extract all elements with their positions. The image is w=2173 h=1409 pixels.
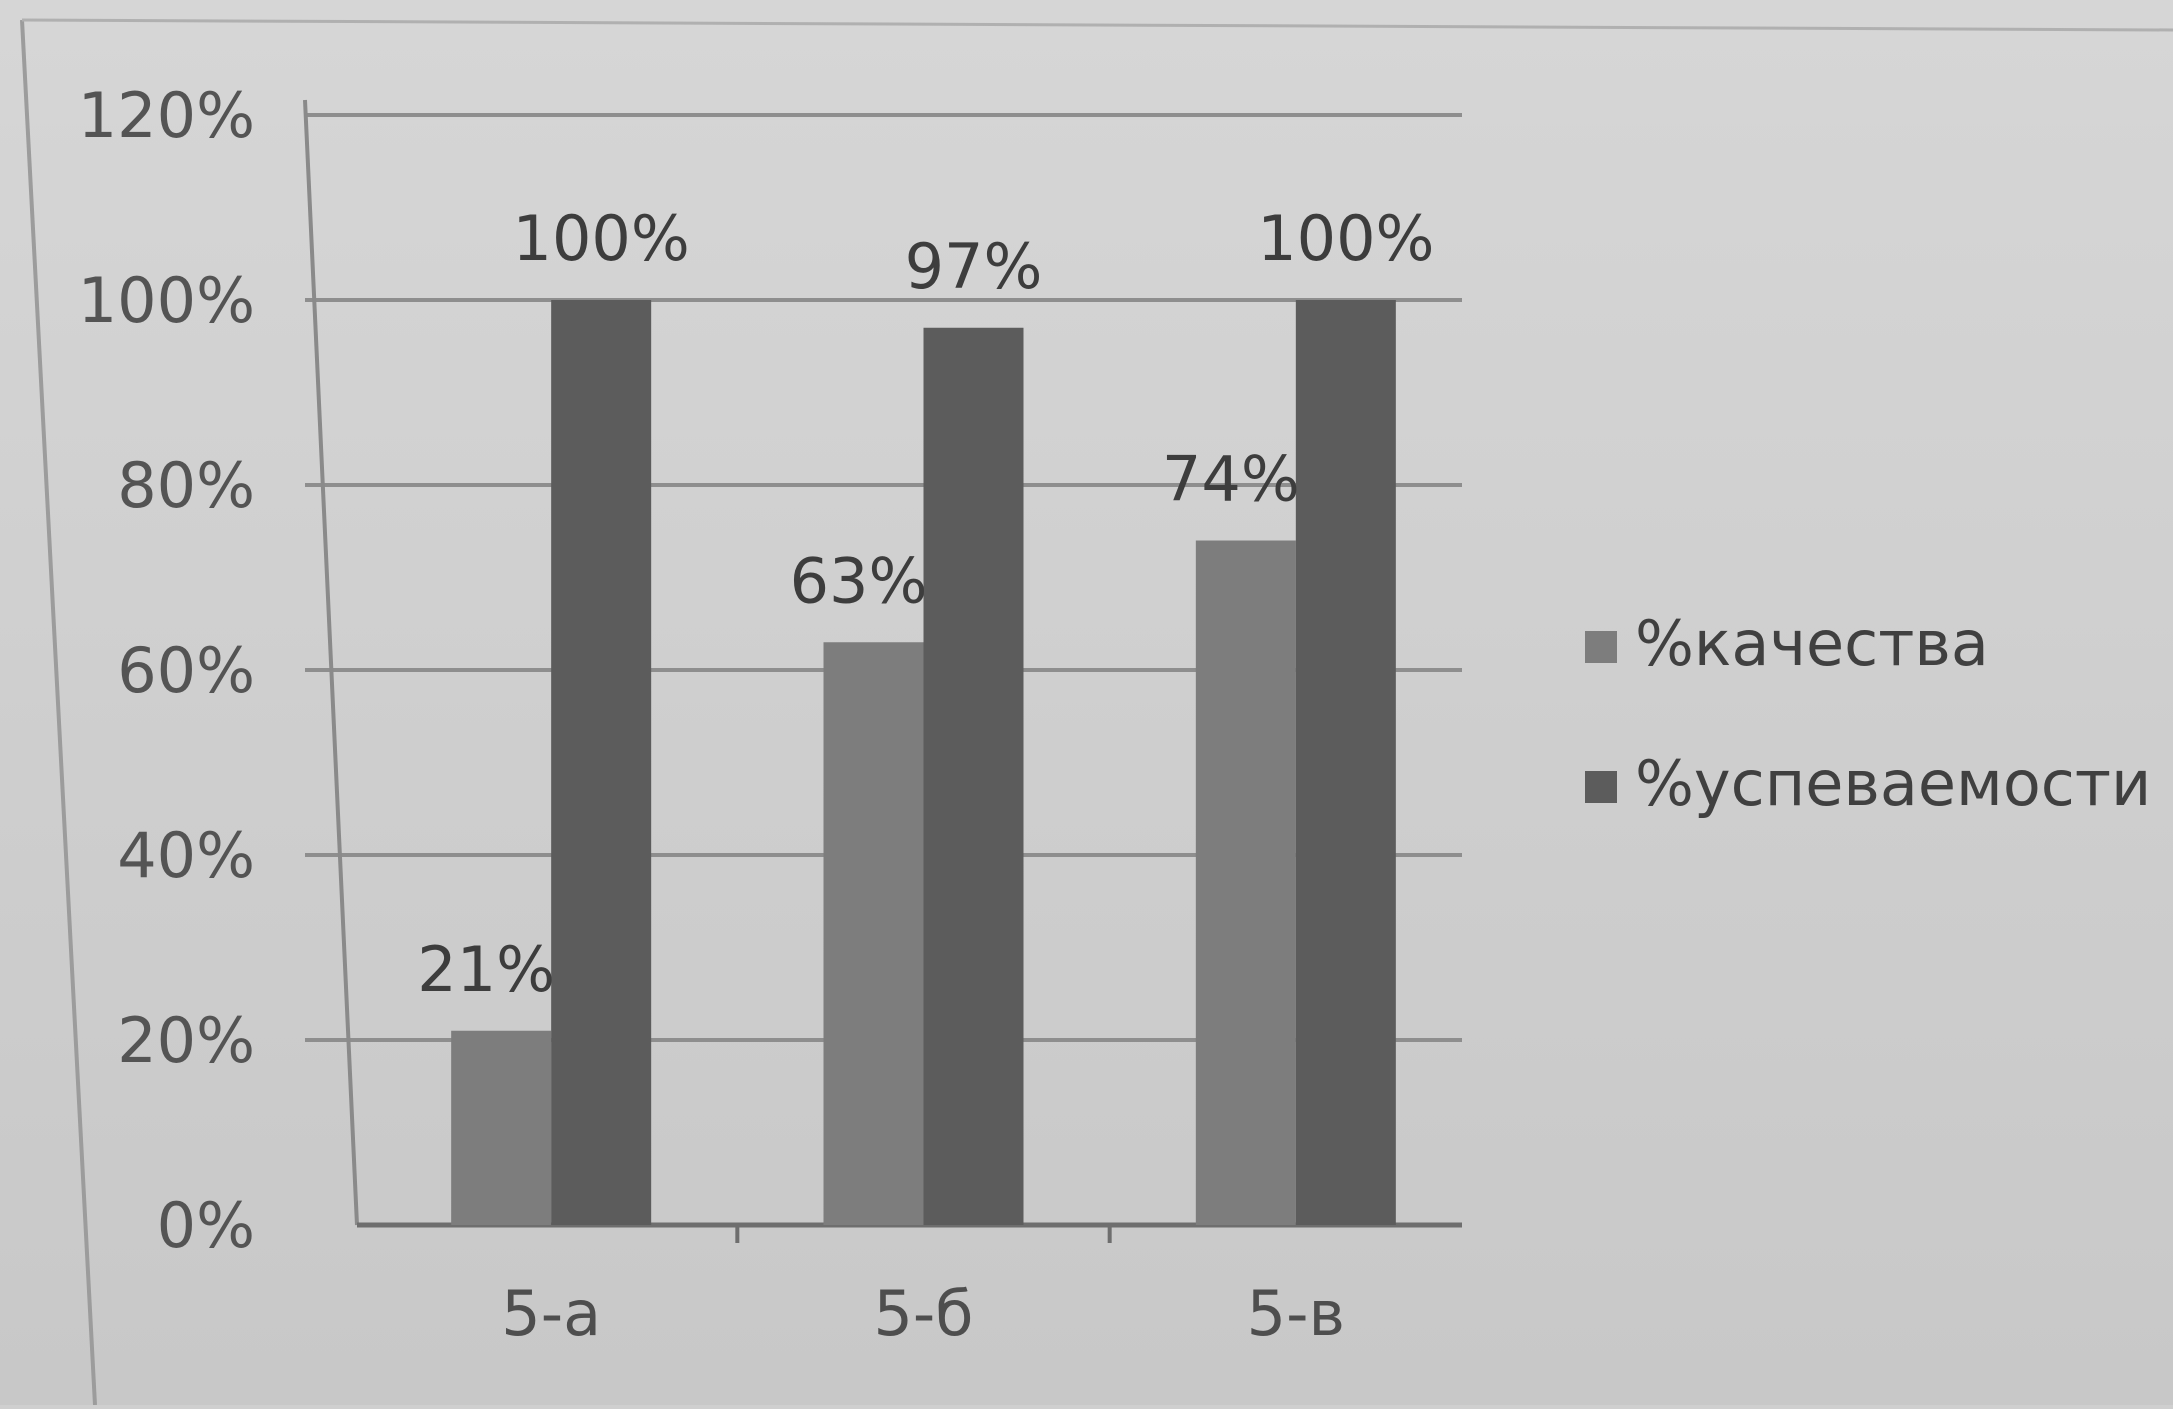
data-label: 97% <box>905 230 1043 303</box>
data-label: 74% <box>1162 443 1300 516</box>
y-tick-label: 100% <box>78 264 255 337</box>
y-tick-label: 40% <box>117 819 255 892</box>
y-tick-label: 120% <box>78 79 255 152</box>
data-label: 21% <box>417 933 555 1006</box>
legend: %качества %успеваемости <box>1585 607 2151 820</box>
bar-quality <box>823 642 924 1225</box>
x-category-label: 5-б <box>873 1277 973 1350</box>
legend-label: %качества <box>1635 607 1989 680</box>
legend-swatch <box>1585 631 1617 663</box>
x-category-label: 5-в <box>1247 1277 1345 1350</box>
bar-quality <box>451 1030 552 1225</box>
chart-frame-top <box>21 18 2173 32</box>
axis-tick-labels: 0% 20% 40% 60% 80% 100% 120% 5-а 5-б 5-в <box>78 79 1345 1350</box>
bar-performance <box>923 327 1024 1225</box>
bars <box>451 300 1396 1225</box>
data-labels: 21% 100% 63% 97% 74% 100% <box>417 202 1434 1006</box>
legend-label: %успеваемости <box>1635 747 2151 820</box>
bar-performance <box>551 300 652 1225</box>
y-tick-label: 0% <box>157 1189 255 1262</box>
y-tick-label: 20% <box>117 1004 255 1077</box>
y-tick-label: 60% <box>117 634 255 707</box>
y-axis-line <box>303 99 359 1226</box>
bar-quality <box>1195 540 1296 1225</box>
data-label: 100% <box>513 202 690 275</box>
y-tick-label: 80% <box>117 449 255 522</box>
chart-frame-left <box>20 19 97 1406</box>
x-category-label: 5-а <box>501 1277 601 1350</box>
legend-swatch <box>1585 771 1617 803</box>
bar-performance <box>1295 300 1396 1225</box>
data-label: 100% <box>1257 202 1434 275</box>
data-label: 63% <box>790 544 928 617</box>
